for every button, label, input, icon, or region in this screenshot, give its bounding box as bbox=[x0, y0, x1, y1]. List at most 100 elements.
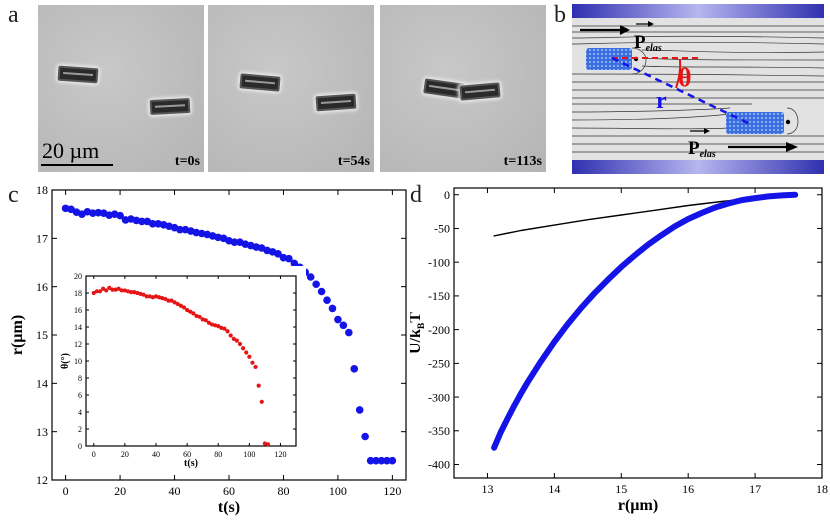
inset-background bbox=[60, 266, 306, 462]
force-label-top-sub: elas bbox=[646, 43, 662, 54]
force-label-top: Pelas bbox=[634, 32, 662, 54]
data-point bbox=[388, 456, 397, 465]
panel-label-c: c bbox=[8, 182, 19, 208]
panel-label-d: d bbox=[410, 182, 422, 208]
micro-frame-1: t=54s bbox=[208, 5, 374, 172]
force-vector-head-bottom bbox=[704, 128, 710, 134]
data-point bbox=[225, 329, 230, 334]
y-tick-label: 16 bbox=[74, 306, 82, 315]
y-tick-label: 0 bbox=[444, 188, 450, 202]
data-point bbox=[339, 321, 348, 330]
data-point bbox=[169, 298, 174, 303]
force-label-top-main: P bbox=[634, 32, 646, 53]
angle-theta-label: θ bbox=[678, 63, 692, 92]
micro-frame-2: t=113s bbox=[380, 5, 546, 172]
panel-label-b: b bbox=[554, 2, 566, 28]
particle-rod bbox=[315, 93, 357, 112]
data-point bbox=[231, 336, 236, 341]
x-tick-label: 40 bbox=[169, 484, 181, 498]
y-tick-label: -150 bbox=[428, 289, 450, 303]
particle-rod bbox=[149, 97, 191, 116]
data-point bbox=[228, 333, 233, 338]
data-point bbox=[350, 365, 359, 373]
x-tick-label: 80 bbox=[277, 484, 289, 498]
data-point bbox=[175, 301, 180, 307]
chart-d: 13 14 15 16 17 18 0 -50 -100 -150 -200 -250 -300 -350… bbox=[410, 187, 828, 514]
data-point bbox=[241, 346, 246, 351]
data-point bbox=[259, 399, 264, 404]
x-tick-label: 60 bbox=[183, 450, 191, 459]
y-tick-label: -400 bbox=[428, 458, 450, 472]
y-tick-label: 17 bbox=[36, 232, 48, 246]
data-point bbox=[141, 292, 146, 297]
data-point bbox=[222, 326, 227, 331]
y-tick-label: 6 bbox=[78, 391, 82, 400]
x-axis-label: t(s) bbox=[184, 458, 198, 469]
data-point bbox=[119, 288, 124, 293]
data-point bbox=[203, 318, 208, 323]
data-point bbox=[253, 364, 258, 370]
y-axis-label-main: U/k bbox=[410, 329, 424, 354]
data-point bbox=[176, 225, 184, 234]
data-point bbox=[230, 238, 239, 246]
distance-r-label: r bbox=[656, 88, 667, 114]
data-point bbox=[166, 298, 171, 303]
data-point bbox=[306, 273, 315, 281]
data-point bbox=[144, 294, 149, 299]
y-axis-label-tail: T bbox=[410, 312, 424, 323]
y-tick-label: 20 bbox=[74, 272, 82, 281]
data-point bbox=[89, 209, 97, 217]
data-point bbox=[317, 287, 326, 296]
x-tick-label: 20 bbox=[121, 450, 129, 459]
x-tick-label: 100 bbox=[243, 450, 255, 459]
data-point bbox=[274, 250, 282, 258]
colloid-rod-left bbox=[586, 48, 632, 70]
frame-time-label: t=54s bbox=[337, 154, 370, 169]
scale-bar bbox=[41, 164, 113, 166]
data-point bbox=[247, 354, 252, 359]
x-tick-label: 120 bbox=[383, 484, 401, 498]
y-tick-label: -200 bbox=[428, 323, 450, 337]
y-tick-label: 8 bbox=[78, 374, 82, 383]
data-point bbox=[148, 220, 157, 228]
data-point bbox=[234, 338, 239, 343]
x-tick-label: 100 bbox=[329, 484, 347, 498]
data-point bbox=[116, 211, 124, 220]
data-point bbox=[361, 432, 369, 441]
channel-wall-top bbox=[572, 4, 824, 18]
data-point bbox=[256, 383, 261, 388]
data-point bbox=[206, 320, 211, 325]
x-tick-label: 0 bbox=[92, 450, 96, 459]
x-tick-label: 20 bbox=[114, 484, 126, 498]
y-tick-label: 16 bbox=[36, 280, 48, 294]
y-tick-label: 2 bbox=[78, 425, 82, 434]
force-label-bottom-sub: elas bbox=[700, 149, 716, 160]
data-point bbox=[323, 296, 331, 304]
x-tick-label: 17 bbox=[749, 482, 761, 496]
y-tick-label: -350 bbox=[428, 424, 450, 438]
data-point bbox=[345, 328, 353, 337]
y-tick-label: 14 bbox=[74, 323, 82, 332]
y-tick-label: 0 bbox=[78, 442, 82, 451]
y-axis-label: θ(°) bbox=[60, 353, 71, 369]
angle-arc bbox=[675, 58, 682, 89]
data-point bbox=[366, 456, 375, 465]
data-point bbox=[116, 286, 121, 291]
y-tick-label: -250 bbox=[428, 357, 450, 371]
data-point bbox=[191, 311, 196, 316]
data-point bbox=[237, 341, 243, 347]
data-point bbox=[334, 315, 342, 324]
data-point bbox=[138, 217, 146, 226]
x-tick-label: 40 bbox=[152, 450, 160, 459]
particle-rod bbox=[57, 65, 99, 84]
scale-bar-label: 20 µm bbox=[42, 138, 100, 163]
y-axis-label-sub: B bbox=[416, 322, 427, 329]
data-point bbox=[94, 208, 103, 217]
force-arrowhead-bottom bbox=[786, 142, 798, 152]
micro-frame-0: 20 µm t=0s bbox=[38, 5, 204, 172]
data-point bbox=[290, 259, 299, 268]
x-tick-label: 16 bbox=[682, 482, 694, 496]
y-tick-label: 10 bbox=[74, 357, 82, 366]
x-tick-label: 15 bbox=[615, 482, 627, 496]
